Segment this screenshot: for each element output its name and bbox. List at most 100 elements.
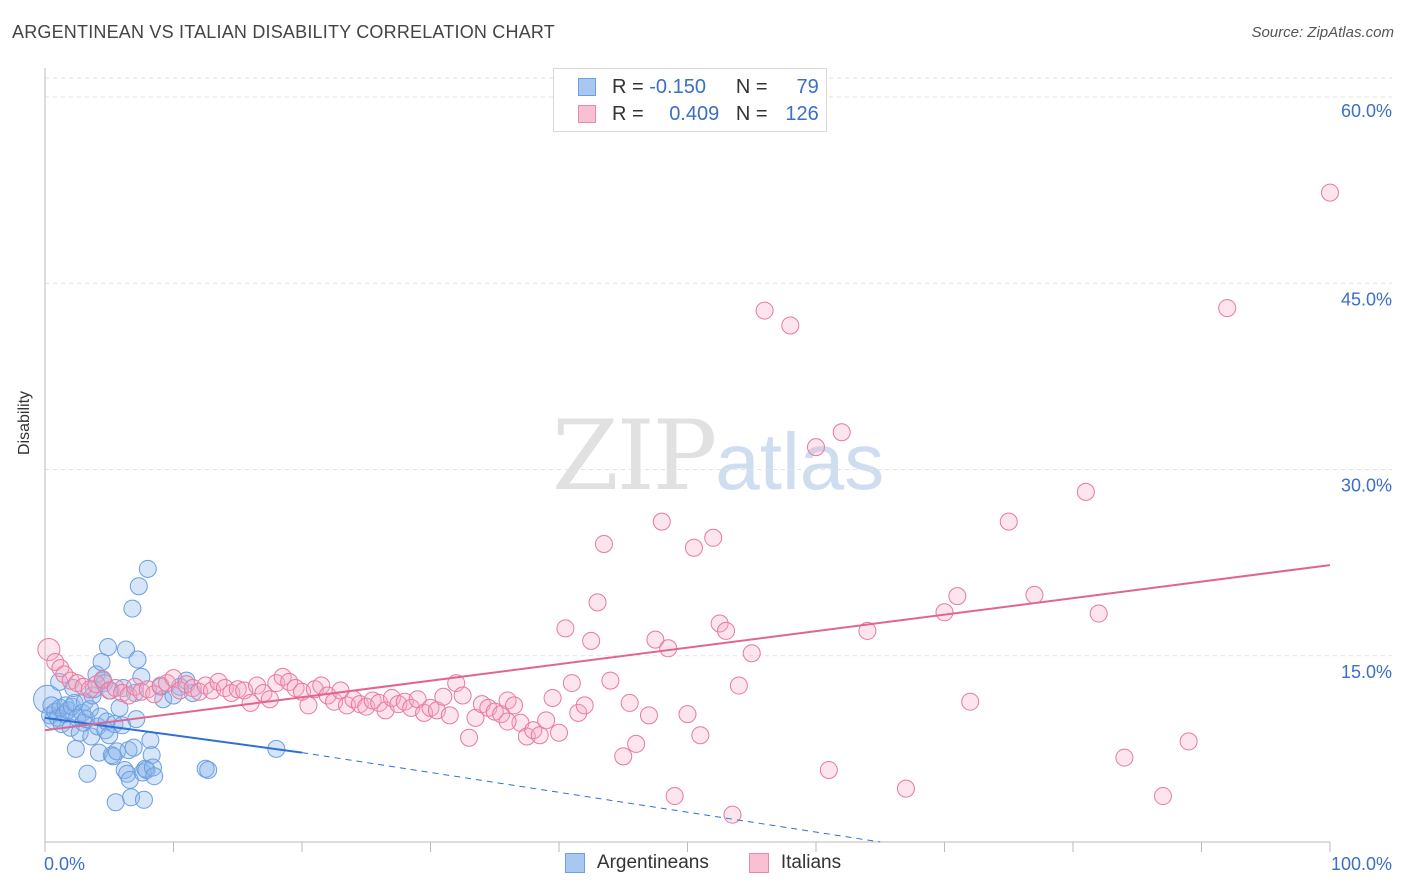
n-value: 79	[796, 75, 819, 98]
italian-point	[588, 593, 607, 612]
argentinean-trend-extension	[301, 752, 881, 843]
argentinean-point	[119, 741, 138, 760]
italian-point	[228, 680, 247, 699]
argentineans-legend-swatch	[564, 853, 585, 873]
italian-point	[646, 630, 665, 649]
italian-point	[807, 438, 825, 457]
y-tick-label: 30.0%	[1341, 476, 1392, 496]
italian-point	[684, 538, 703, 557]
italian-point	[678, 705, 697, 724]
italian-point	[948, 587, 967, 606]
y-tick-label: 45.0%	[1341, 289, 1392, 309]
argentinean-point	[116, 640, 135, 659]
italian-point	[1218, 299, 1237, 318]
legend-label: Argentineans	[596, 852, 709, 873]
italian-point	[537, 711, 556, 730]
italian-point	[755, 301, 774, 320]
italian-point	[530, 726, 549, 745]
italian-point	[498, 712, 517, 731]
italian-point	[819, 760, 838, 779]
italian-point	[896, 779, 915, 798]
italian-point	[550, 723, 568, 742]
italian-point	[710, 614, 729, 633]
italian-point	[704, 528, 723, 547]
r-value: -0.150	[649, 75, 706, 98]
argentinean-point	[145, 767, 164, 786]
italian-point	[562, 674, 581, 693]
italian-trend-line	[44, 564, 1331, 732]
italian-point	[1089, 604, 1108, 623]
argentinean-point	[141, 731, 160, 750]
argentinean-point	[124, 738, 143, 757]
y-tick-label: 60.0%	[1341, 101, 1392, 121]
legend-item-italians[interactable]: Italians	[748, 852, 842, 874]
italian-point	[299, 696, 318, 715]
argentinean-point	[129, 577, 148, 596]
italians-legend-swatch	[748, 853, 769, 873]
italian-point	[742, 644, 761, 663]
argentinean-point	[138, 559, 157, 578]
italian-point	[460, 728, 479, 747]
italian-point	[659, 639, 678, 658]
watermark: ZIPatlas	[552, 400, 885, 512]
italian-point	[665, 787, 684, 806]
argentinean-point	[134, 790, 153, 809]
italian-point	[556, 619, 575, 638]
n-label: N =	[735, 75, 768, 98]
x-tick-label: 100.0%	[1331, 854, 1392, 874]
argentinean-point	[98, 638, 117, 657]
italian-point	[594, 535, 613, 553]
italian-point	[1115, 748, 1134, 767]
argentinean-point	[110, 698, 129, 717]
argentinean-point	[107, 742, 126, 761]
legend-item-argentineans[interactable]: Argentineans	[564, 852, 709, 874]
italian-point	[614, 747, 633, 766]
argentineans-swatch	[578, 78, 596, 96]
source-label: Source: ZipAtlas.com	[1251, 24, 1394, 41]
legend-row-italians: R = 0.409 N = 126	[578, 102, 819, 126]
italians-swatch	[578, 105, 596, 123]
correlation-legend: R = -0.150 N = 79 R = 0.409 N = 126	[553, 68, 827, 132]
x-tick-label: 0.0%	[44, 854, 85, 874]
r-label: R =	[612, 102, 644, 125]
italian-point	[999, 512, 1018, 531]
italian-point	[1153, 787, 1172, 806]
argentinean-trend-line	[44, 716, 303, 754]
italian-point	[691, 726, 710, 745]
italian-point	[440, 706, 459, 725]
italian-point	[935, 603, 954, 622]
r-value: 0.409	[669, 102, 720, 125]
italian-point	[453, 686, 472, 705]
italian-point	[37, 638, 61, 662]
argentinean-point	[106, 793, 125, 812]
legend-label: Italians	[780, 852, 842, 873]
italian-point	[620, 693, 639, 712]
legend-row-argentineans: R = -0.150 N = 79	[578, 75, 819, 99]
series-legend: Argentineans Italians	[0, 852, 1406, 874]
italian-point	[961, 692, 980, 711]
italian-point	[1076, 482, 1095, 501]
r-label: R =	[612, 75, 644, 98]
italian-point	[601, 671, 620, 690]
argentinean-point	[199, 760, 218, 779]
italian-point	[505, 696, 524, 715]
italian-point	[575, 696, 594, 715]
italian-point	[260, 690, 279, 709]
argentinean-point	[66, 739, 85, 758]
y-axis-label: Disability	[16, 390, 33, 455]
argentinean-point	[78, 764, 97, 783]
n-label: N =	[735, 102, 768, 125]
italian-point	[569, 703, 588, 722]
italian-point	[729, 676, 748, 695]
italian-point	[93, 670, 112, 689]
n-value: 126	[785, 102, 819, 125]
italian-point	[717, 621, 736, 640]
italian-point	[543, 688, 562, 707]
italian-point	[582, 631, 601, 650]
italian-point	[652, 512, 671, 531]
italian-point	[627, 734, 646, 753]
italian-point	[639, 706, 658, 725]
italian-point	[832, 423, 851, 442]
italian-point	[858, 621, 877, 640]
